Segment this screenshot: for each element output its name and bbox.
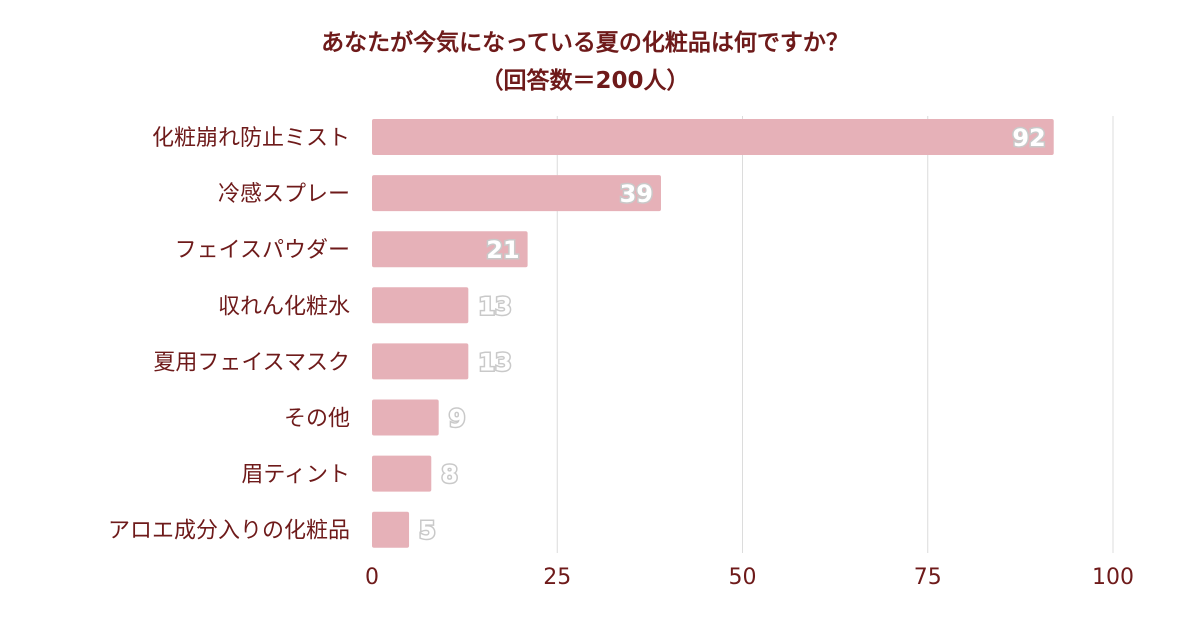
grid-lines xyxy=(556,116,1114,553)
value-label-0: 92 xyxy=(1012,124,1045,152)
category-label-7: アロエ成分入りの化粧品 xyxy=(108,519,350,544)
x-tick-label-50: 50 xyxy=(729,565,757,590)
value-label-2: 21 xyxy=(486,236,519,264)
value-label-7: 5 xyxy=(419,517,436,545)
value-label-3: 13 xyxy=(478,292,511,320)
x-tick-label-0: 0 xyxy=(365,565,379,590)
bar-1 xyxy=(372,175,661,212)
bars xyxy=(372,119,1054,548)
category-label-0: 化粧崩れ防止ミスト xyxy=(152,126,350,151)
category-labels: 化粧崩れ防止ミスト冷感スプレーフェイスパウダー収れん化粧水夏用フェイスマスクその… xyxy=(108,126,350,544)
bar-5 xyxy=(372,399,439,436)
value-label-5: 9 xyxy=(449,405,466,433)
bar-2 xyxy=(372,231,528,268)
category-label-3: 収れん化粧水 xyxy=(218,294,350,319)
x-tick-label-25: 25 xyxy=(543,565,571,590)
x-tick-label-75: 75 xyxy=(914,565,942,590)
category-label-5: その他 xyxy=(284,407,350,432)
x-axis-ticks: 0 25 50 75 100 xyxy=(365,565,1134,590)
chart-title: あなたが今気になっている夏の化粧品は何ですか？ xyxy=(321,29,849,56)
bar-7 xyxy=(372,511,410,548)
category-label-4: 夏用フェイスマスク xyxy=(153,350,350,375)
category-label-1: 冷感スプレー xyxy=(218,182,350,207)
value-label-6: 8 xyxy=(441,461,458,489)
bar-6 xyxy=(372,455,432,492)
value-labels: 92 39 21 13 13 9 85 xyxy=(418,123,1048,547)
value-label-1: 39 xyxy=(620,180,653,208)
x-tick-label-100: 100 xyxy=(1092,565,1134,590)
category-label-2: フェイスパウダー xyxy=(175,238,350,263)
chart-subtitle: （回答数＝200人） xyxy=(480,67,689,94)
bar-0 xyxy=(372,119,1054,155)
value-label-4: 13 xyxy=(478,348,511,376)
bar-4 xyxy=(372,343,469,380)
bar-3 xyxy=(372,287,469,324)
category-label-6: 眉ティント xyxy=(241,463,350,488)
